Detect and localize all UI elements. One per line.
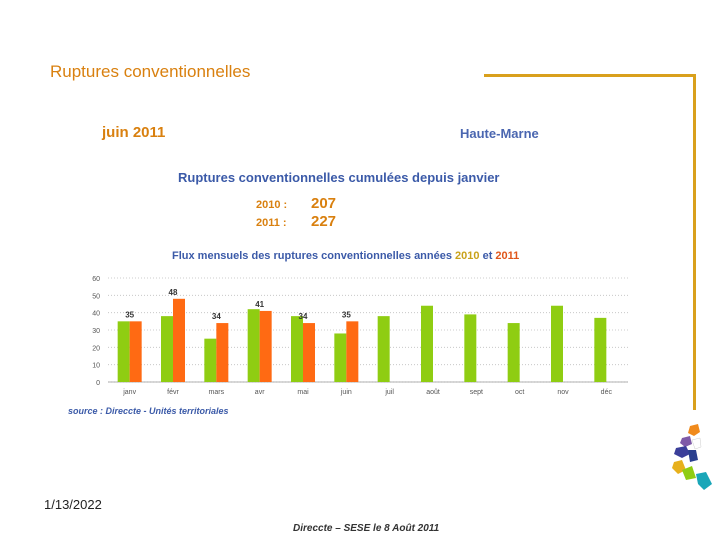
source-note: source : Direccte - Unités territoriales [68,406,229,416]
y-tick-label: 0 [96,380,100,387]
x-tick-label: nov [557,389,569,396]
logo-piece-blue [688,450,698,462]
x-tick-label: déc [601,389,613,396]
x-tick-label: mai [297,389,309,396]
bar-2011-mai [303,323,315,382]
bar-2010-juin [334,333,347,382]
y-tick-label: 50 [92,293,100,300]
data-label: 35 [342,310,351,319]
chart-title-2010: 2010 [451,250,480,262]
y-tick-label: 40 [92,311,100,318]
data-label: 34 [212,312,221,321]
chart-title-2011: 2011 [492,250,520,262]
bar-2010-sept [464,314,477,382]
data-label: 41 [255,300,264,309]
y-tick-label: 20 [92,345,100,352]
data-label: 48 [169,288,178,297]
x-tick-label: sept [470,389,483,396]
x-tick-label: juin [340,389,352,396]
bar-2010-janv [117,321,130,382]
bar-2010-mars [204,338,217,382]
logo-piece-orange [688,424,700,436]
y-tick-label: 30 [92,328,100,335]
region-label: Haute-Marne [460,126,539,141]
x-tick-label: janv [122,389,136,396]
bar-chart: 0 10 20 30 40 50 60 janv févr mars avr mai juin juil a… [92,276,628,396]
bar-2010-nov [551,305,563,382]
bar-2010-févr [161,316,173,382]
x-tick-label: juil [384,389,394,396]
month-label: juin 2011 [102,124,166,141]
cumulative-title: Ruptures conventionnelles cumulées depui… [178,170,500,185]
top-rule [484,74,696,77]
slide-date: 1/13/2022 [44,497,102,512]
logo-piece-purple [680,436,692,447]
data-label: 35 [125,310,134,319]
x-tick-label: avr [255,389,265,396]
cumulative-year-2010: 2010 : [256,199,288,211]
bar-2010-août [421,305,433,382]
cumulative-value-2011: 227 [311,213,337,230]
x-tick-label: août [426,389,440,396]
cumulative-year-2011: 2011 : [256,217,287,229]
y-tick-label: 10 [92,363,100,370]
haute-marne-map-logo [672,424,712,490]
x-tick-label: oct [515,389,524,396]
bar-2010-oct [507,323,520,382]
logo-piece-white [691,437,702,450]
chart-title-and: et [479,250,493,262]
data-label: 34 [299,312,308,321]
bar-2011-avr [259,310,272,382]
bar-2010-déc [594,317,607,382]
chart-title-main: Flux mensuels des ruptures conventionnel… [172,250,452,262]
logo-piece-green [682,466,696,480]
y-tick-label: 60 [92,276,100,283]
bar-2010-avr [247,309,260,382]
bar-2011-juin [346,321,359,382]
cumulative-value-2010: 207 [311,195,337,212]
bar-2011-mars [216,323,229,382]
x-tick-label: févr [167,389,179,396]
logo-piece-teal [696,472,712,490]
chart-title: Flux mensuels des ruptures conventionnel… [172,250,519,262]
bar-2010-mai [291,316,303,382]
bar-2011-janv [129,321,142,382]
slide-footer: Direccte – SESE le 8 Août 2011 [293,523,440,534]
logo-piece-navy [674,446,690,458]
x-tick-label: mars [209,389,225,396]
bar-2011-févr [173,298,185,382]
bar-2010-juil [377,316,390,382]
right-rule [693,74,696,410]
slide-title: Ruptures conventionnelles [50,62,251,81]
